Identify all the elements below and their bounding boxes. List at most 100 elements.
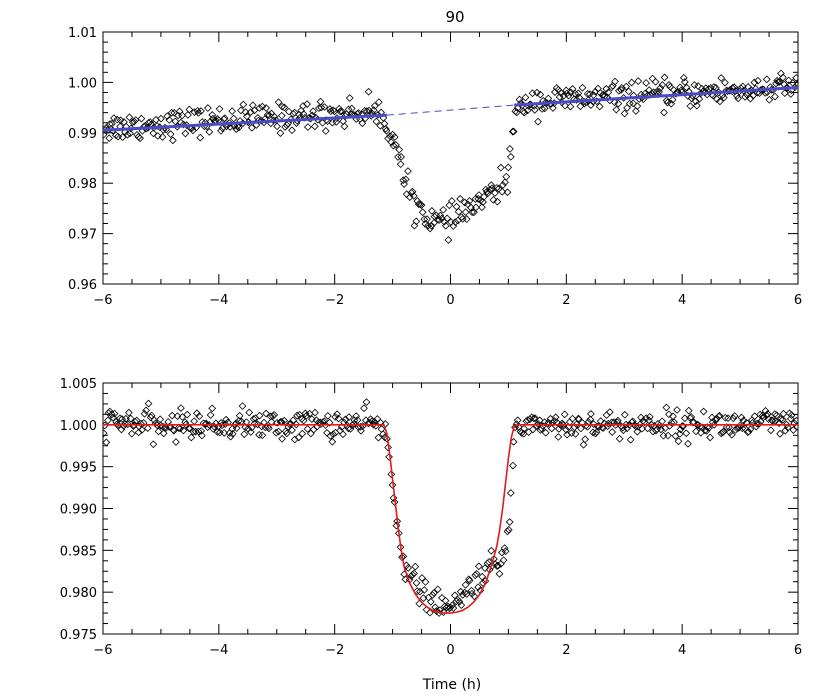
data-point xyxy=(344,105,353,114)
y-tick-label: 0.985 xyxy=(60,544,97,559)
data-point xyxy=(566,88,575,97)
data-point xyxy=(127,429,136,438)
data-point xyxy=(627,78,636,87)
data-point xyxy=(228,429,237,438)
data-point xyxy=(538,105,546,113)
data-point xyxy=(554,433,563,441)
data-point xyxy=(404,167,412,176)
data-point xyxy=(132,416,141,425)
data-point xyxy=(276,129,285,137)
data-point xyxy=(394,529,403,538)
y-tick-label: 1.00 xyxy=(68,76,97,91)
data-point xyxy=(465,576,474,585)
x-tick-label: 4 xyxy=(678,643,686,658)
data-point xyxy=(167,108,176,117)
data-point xyxy=(345,413,353,422)
data-point xyxy=(724,414,732,423)
data-point xyxy=(528,89,537,98)
transit-model-line xyxy=(103,424,798,614)
data-point xyxy=(334,414,343,423)
data-point xyxy=(121,420,129,428)
data-point xyxy=(508,127,517,136)
data-point xyxy=(649,427,657,436)
data-point xyxy=(455,597,464,606)
data-point xyxy=(694,82,702,90)
data-point xyxy=(157,114,165,123)
data-point xyxy=(278,434,286,443)
data-point xyxy=(777,69,785,78)
data-point xyxy=(392,521,401,530)
data-point xyxy=(121,414,130,423)
data-point xyxy=(303,100,311,108)
data-point xyxy=(566,102,575,111)
data-point xyxy=(228,425,237,433)
data-point xyxy=(687,413,696,421)
data-point xyxy=(541,428,550,437)
data-point xyxy=(493,562,501,570)
data-point xyxy=(381,124,390,133)
data-point xyxy=(228,107,237,115)
data-point xyxy=(509,461,517,470)
data-point xyxy=(478,203,486,212)
data-point xyxy=(617,83,626,92)
data-point xyxy=(304,123,312,131)
data-point xyxy=(623,424,631,433)
data-point xyxy=(738,82,747,91)
data-point xyxy=(622,82,631,91)
data-point xyxy=(310,122,319,131)
data-point xyxy=(103,438,111,447)
data-point xyxy=(550,416,559,425)
data-point xyxy=(326,107,335,116)
data-point xyxy=(274,98,283,107)
data-point xyxy=(509,437,518,446)
data-point xyxy=(358,422,367,431)
x-tick-label: −2 xyxy=(325,643,344,658)
data-point xyxy=(345,94,354,102)
data-point xyxy=(540,104,549,113)
data-point xyxy=(165,116,174,124)
data-point xyxy=(753,419,761,428)
data-point xyxy=(461,581,470,589)
data-point xyxy=(173,412,182,421)
data-point xyxy=(336,107,345,116)
data-point xyxy=(262,104,271,112)
data-point xyxy=(502,172,511,181)
data-point xyxy=(369,106,378,114)
data-point xyxy=(729,414,738,423)
data-point xyxy=(390,498,399,506)
y-tick-label: 1.000 xyxy=(60,419,97,434)
data-point xyxy=(418,574,426,582)
data-point xyxy=(401,175,410,184)
data-point xyxy=(410,569,418,578)
data-point xyxy=(411,562,420,571)
data-point xyxy=(613,416,622,425)
data-point xyxy=(612,105,621,114)
data-point xyxy=(720,93,728,102)
data-point xyxy=(114,132,122,141)
data-point xyxy=(328,437,337,446)
data-point xyxy=(117,425,126,434)
data-point xyxy=(632,107,640,115)
data-point xyxy=(159,429,168,438)
data-point xyxy=(668,95,677,104)
data-point xyxy=(270,411,279,419)
data-point xyxy=(166,130,175,138)
data-point xyxy=(237,417,246,426)
data-point xyxy=(202,419,211,428)
data-point xyxy=(754,76,762,85)
data-point xyxy=(110,409,119,418)
data-point xyxy=(234,123,243,132)
data-point xyxy=(430,589,438,597)
data-point xyxy=(241,108,250,116)
data-point xyxy=(451,218,460,226)
data-point xyxy=(673,406,681,414)
data-point xyxy=(737,413,746,422)
data-point xyxy=(126,414,135,423)
data-point xyxy=(642,79,650,87)
data-point xyxy=(137,419,145,428)
data-point xyxy=(660,108,668,117)
data-point xyxy=(432,607,441,615)
data-point xyxy=(306,429,315,438)
data-point xyxy=(250,106,259,115)
